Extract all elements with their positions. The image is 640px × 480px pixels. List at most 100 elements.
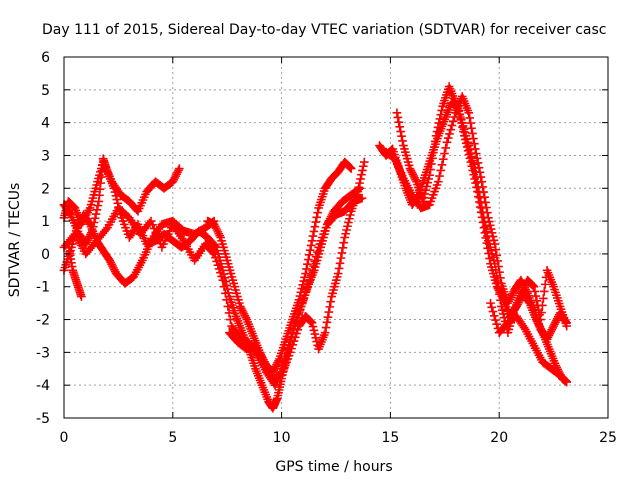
y-tick-label: -2 <box>36 313 50 329</box>
data-point <box>476 198 486 208</box>
data-point <box>464 108 474 118</box>
data-point <box>530 287 540 296</box>
data-point <box>323 312 333 322</box>
data-point <box>493 277 502 287</box>
data-point <box>306 271 316 280</box>
data-point <box>346 164 356 173</box>
data-point <box>487 262 496 272</box>
data-point <box>397 131 406 141</box>
data-point <box>87 197 97 206</box>
data-point <box>305 275 315 285</box>
data-point <box>427 159 436 169</box>
data-point <box>318 233 327 242</box>
y-tick-label: 6 <box>41 50 50 66</box>
data-point <box>345 214 354 224</box>
data-point <box>477 203 487 213</box>
data-point <box>293 325 303 335</box>
data-point <box>330 282 339 292</box>
data-point <box>355 178 364 188</box>
data-point <box>427 193 437 203</box>
data-point <box>441 143 451 153</box>
data-point <box>221 252 231 262</box>
data-point <box>438 154 448 164</box>
data-point <box>487 303 497 312</box>
data-point <box>485 243 495 252</box>
data-point <box>445 129 454 139</box>
data-point <box>112 195 122 204</box>
data-point <box>90 213 100 223</box>
series-trace-4 <box>64 239 86 301</box>
data-point <box>175 164 184 173</box>
data-point <box>92 205 102 215</box>
data-point <box>309 261 318 271</box>
data-point <box>302 264 311 274</box>
data-point <box>342 225 351 235</box>
data-point <box>473 158 483 168</box>
x-tick-label: 25 <box>599 430 617 446</box>
data-point <box>320 328 330 337</box>
data-point <box>218 275 228 285</box>
data-point <box>436 166 446 175</box>
y-axis-label: SDTVAR / TECUs <box>7 183 23 298</box>
data-point <box>458 121 468 131</box>
data-point <box>221 249 230 259</box>
data-point <box>495 289 504 299</box>
y-tick-label: 5 <box>41 83 50 99</box>
data-point <box>479 213 488 222</box>
data-point <box>305 245 315 255</box>
data-point <box>304 250 314 260</box>
data-point <box>314 243 323 252</box>
data-point <box>226 315 235 324</box>
data-point <box>528 281 538 291</box>
data-point <box>223 259 233 269</box>
data-point <box>539 294 548 303</box>
data-point <box>398 136 407 146</box>
data-point <box>299 276 308 286</box>
data-point <box>90 187 100 196</box>
data-point <box>306 317 316 327</box>
series-trace-11 <box>486 298 571 387</box>
data-point <box>297 284 307 293</box>
data-point <box>319 229 328 239</box>
data-point <box>481 222 490 232</box>
data-point <box>303 283 312 292</box>
data-point <box>226 269 236 278</box>
data-point <box>461 131 471 141</box>
data-point <box>492 271 502 281</box>
data-point <box>308 322 318 331</box>
data-point <box>230 282 239 292</box>
data-point <box>332 272 342 282</box>
data-point <box>487 228 497 238</box>
data-point <box>94 174 103 183</box>
data-point <box>232 288 241 298</box>
data-point <box>283 354 293 364</box>
data-point <box>359 161 368 171</box>
data-point <box>433 177 443 187</box>
data-point <box>91 183 101 193</box>
data-point <box>89 190 99 200</box>
data-point <box>357 170 366 179</box>
data-point <box>503 328 513 337</box>
data-point <box>480 217 489 227</box>
data-point <box>540 280 550 289</box>
data-point <box>423 178 433 187</box>
data-point <box>222 295 231 305</box>
data-point <box>432 127 442 136</box>
data-point <box>290 333 300 342</box>
data-point <box>321 223 331 232</box>
data-point <box>312 213 322 222</box>
data-point <box>292 329 301 338</box>
data-point <box>88 193 98 203</box>
data-point <box>294 295 304 305</box>
data-point <box>210 241 220 251</box>
data-point <box>465 113 474 123</box>
data-point <box>446 125 456 134</box>
data-point <box>221 288 230 298</box>
x-axis-label: GPS time / hours <box>275 459 392 475</box>
data-point <box>429 142 439 152</box>
data-point <box>428 148 438 157</box>
data-point <box>307 318 317 328</box>
data-point <box>422 182 432 191</box>
data-point <box>532 296 542 306</box>
